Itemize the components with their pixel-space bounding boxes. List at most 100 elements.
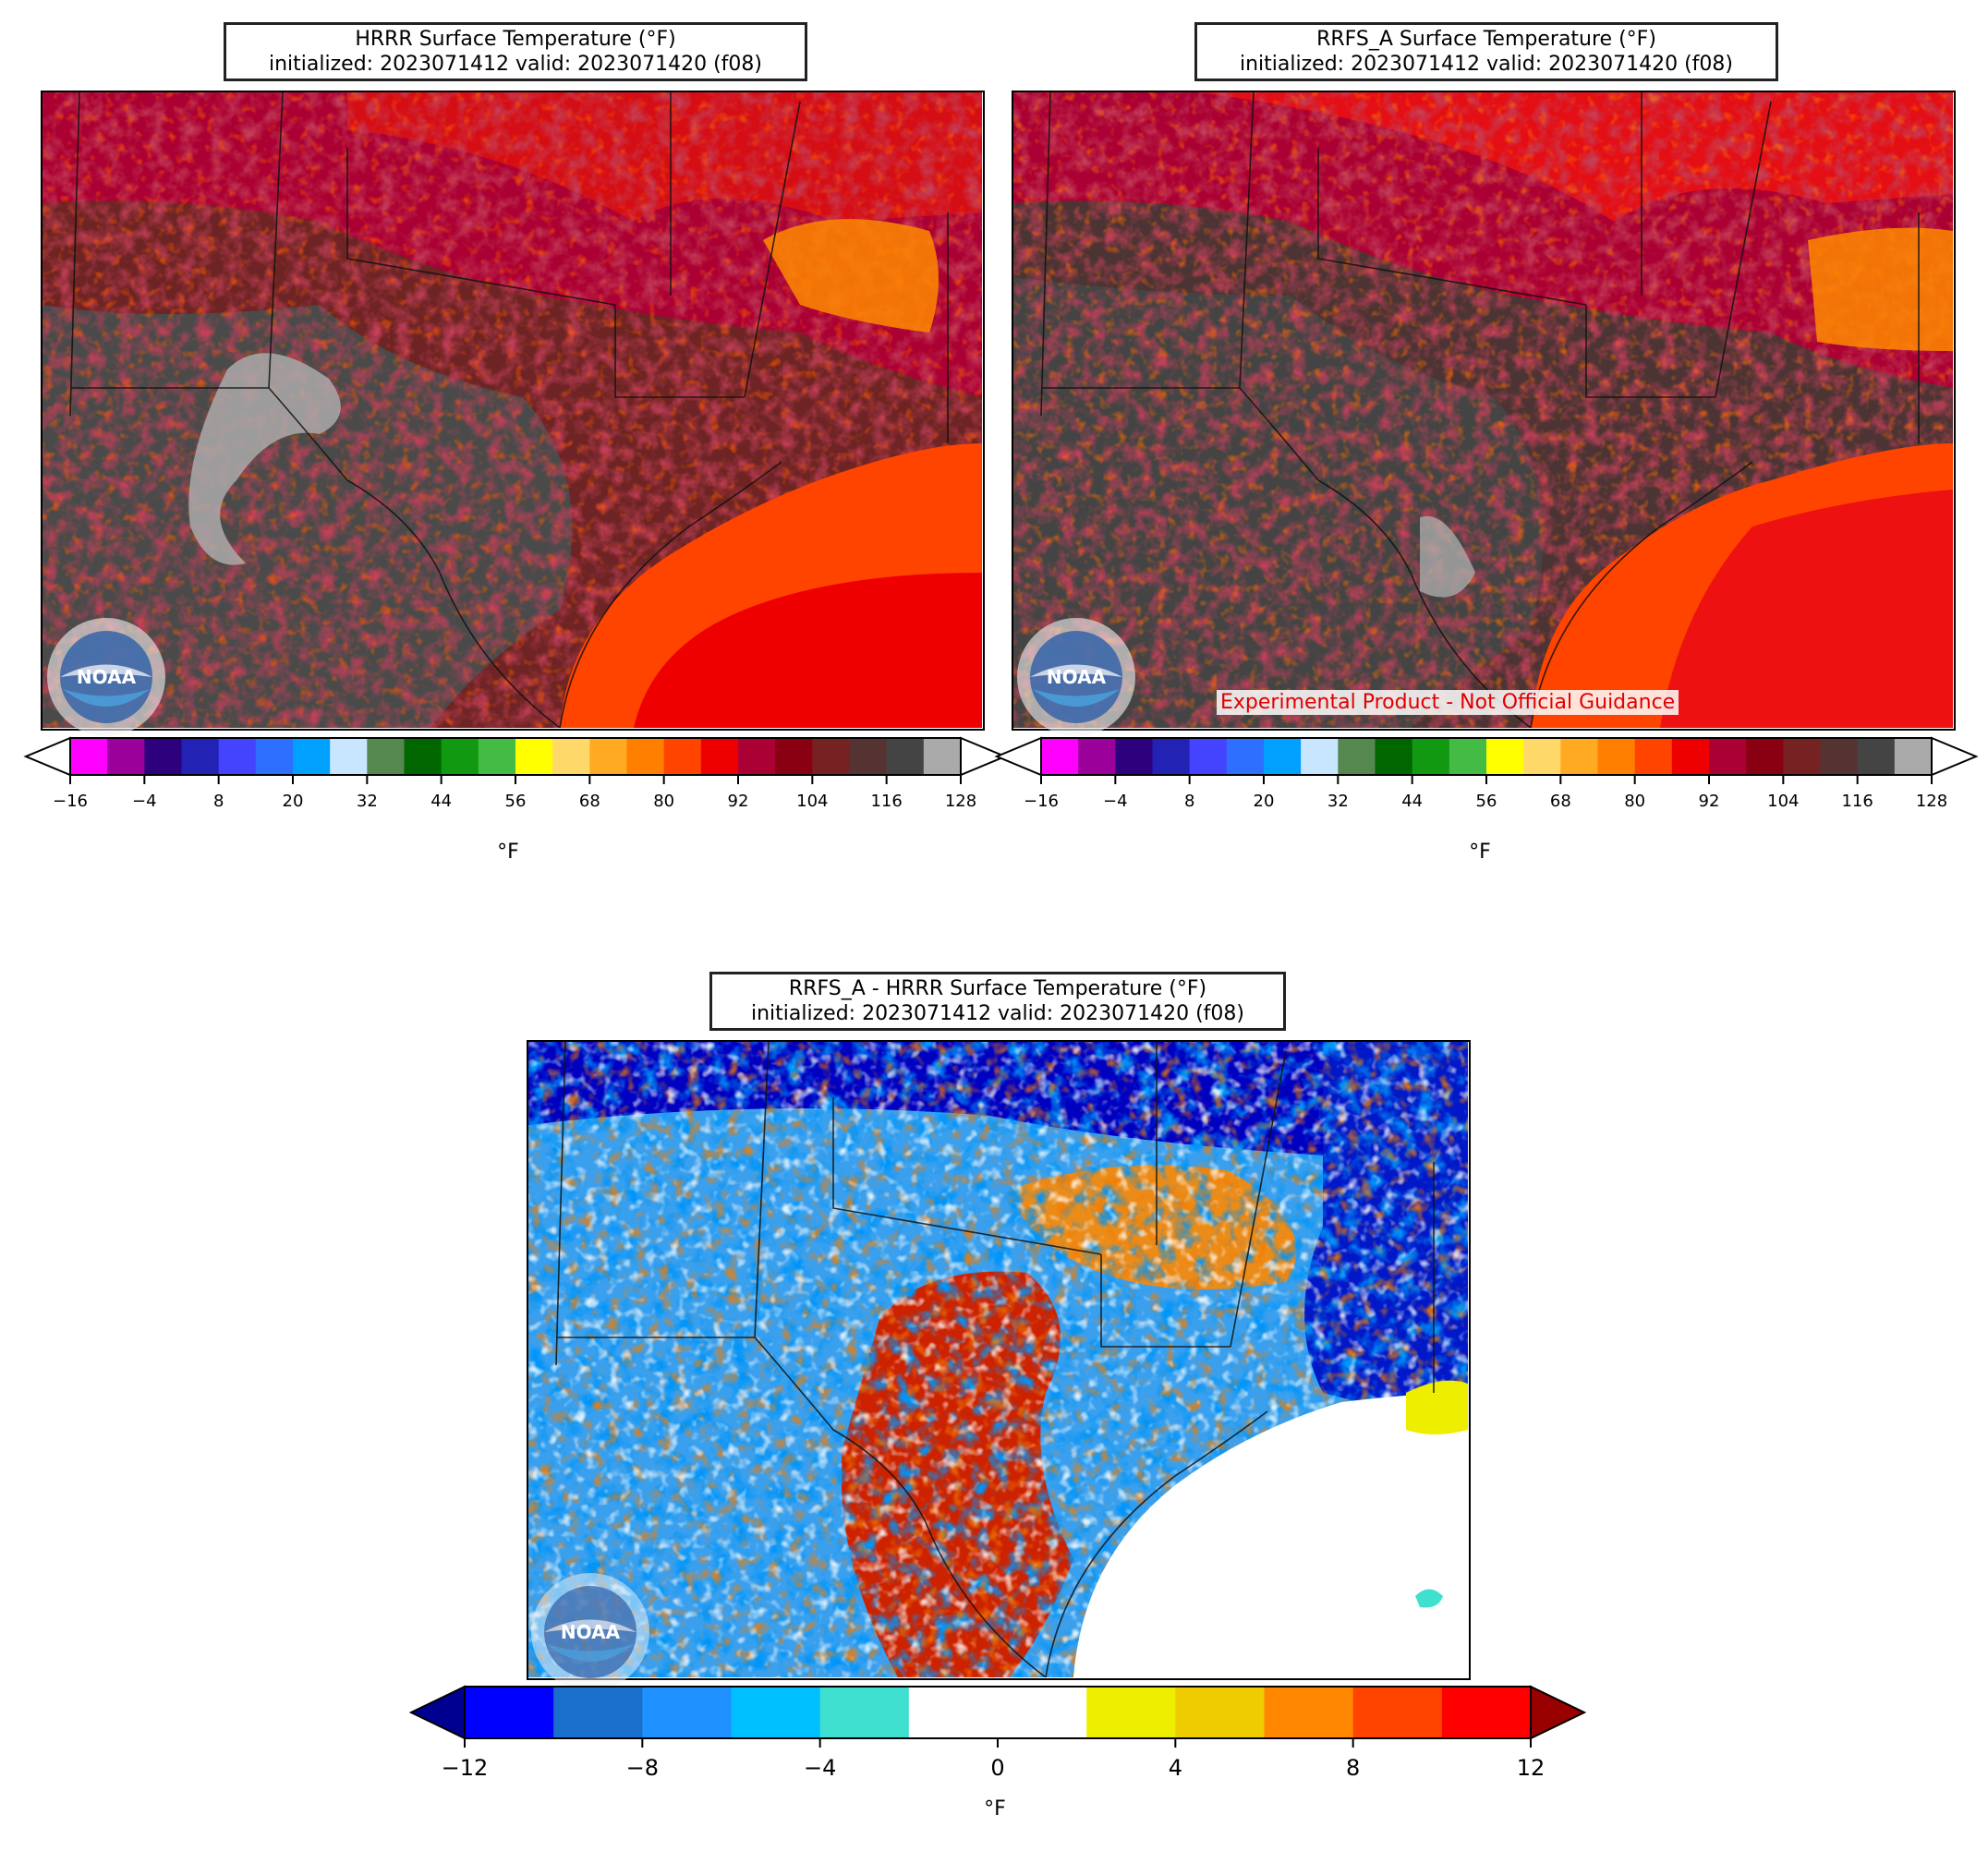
colorbar-swatch (255, 738, 294, 775)
colorbar-swatch (1894, 738, 1933, 775)
colorbar-tick-label: −4 (132, 792, 157, 811)
hrrr-colorbar: −16 −4 8 20 32 44 56 68 80 92 104 116 128 (23, 734, 1008, 817)
colorbar-swatch (1486, 738, 1524, 775)
colorbar-swatch (663, 738, 702, 775)
colorbar-swatch (1078, 738, 1116, 775)
colorbar-tick-label: 116 (1841, 792, 1873, 811)
colorbar-swatch (1709, 738, 1747, 775)
colorbar-tick-label: 8 (1184, 792, 1194, 811)
colorbar-swatch (1857, 738, 1896, 775)
experimental-watermark: Experimental Product - Not Official Guid… (1217, 690, 1679, 715)
colorbar-swatch (553, 1687, 643, 1738)
diff-colorbar: −12 −8 −4 0 4 8 12 (408, 1681, 1587, 1783)
colorbar-swatch (923, 738, 962, 775)
colorbar-swatch (293, 738, 331, 775)
colorbar-swatch (1597, 738, 1636, 775)
colorbar-tick-label: 80 (1624, 792, 1645, 811)
colorbar-swatch (181, 738, 220, 775)
colorbar-swatch (330, 738, 368, 775)
rrfs-title-line1: RRFS_A Surface Temperature (°F) (1316, 28, 1656, 51)
diff-title-line1: RRFS_A - HRRR Surface Temperature (°F) (788, 977, 1207, 1000)
colorbar-swatch (1338, 738, 1376, 775)
rrfs-title: RRFS_A Surface Temperature (°F) initiali… (1194, 22, 1778, 81)
colorbar-swatch (465, 1687, 554, 1738)
colorbar-swatch (515, 738, 553, 775)
colorbar-swatch (1783, 738, 1821, 775)
colorbar-tick-label: 4 (1169, 1755, 1182, 1781)
colorbar-swatch (1449, 738, 1487, 775)
colorbar-tick-label: 68 (579, 792, 600, 811)
colorbar-tick-label: 128 (1916, 792, 1947, 811)
diff-colorbar-unit: °F (984, 1797, 1006, 1821)
colorbar-swatch (1152, 738, 1191, 775)
colorbar-swatch (1523, 738, 1561, 775)
colorbar-swatch (478, 738, 516, 775)
diff-title-line2: initialized: 2023071412 valid: 202307142… (751, 1002, 1244, 1025)
hrrr-colorbar-unit: °F (497, 841, 519, 864)
colorbar-swatch (1189, 738, 1228, 775)
colorbar-tick-label: 80 (653, 792, 674, 811)
colorbar-tick-label: −16 (1024, 792, 1059, 811)
colorbar-over-arrow (1530, 1685, 1587, 1740)
colorbar-swatch (1441, 1687, 1532, 1738)
noaa-logo-icon: NOAA (1014, 615, 1138, 739)
rrfs-colorbar: −16 −4 8 20 32 44 56 68 80 92 104 116 128 (994, 734, 1979, 817)
colorbar-swatch (1560, 738, 1598, 775)
colorbar-tick-label: 12 (1517, 1755, 1546, 1781)
colorbar-tick-label: 68 (1550, 792, 1571, 811)
colorbar-tick-label: −12 (442, 1755, 489, 1781)
colorbar-swatch (908, 1687, 999, 1738)
colorbar-swatch (70, 738, 108, 775)
colorbar-tick-label: 20 (1254, 792, 1275, 811)
colorbar-swatch (1115, 738, 1153, 775)
colorbar-swatch (1671, 738, 1710, 775)
hrrr-title-line2: initialized: 2023071412 valid: 202307142… (269, 53, 762, 76)
colorbar-swatch (1412, 738, 1450, 775)
colorbar-tick-label: 128 (945, 792, 976, 811)
colorbar-tick-label: 116 (870, 792, 902, 811)
colorbar-tick-label: 56 (1476, 792, 1497, 811)
colorbar-tick-label: 0 (990, 1755, 1004, 1781)
colorbar-swatch (107, 738, 145, 775)
noaa-logo-text: NOAA (1047, 666, 1107, 688)
colorbar-tick-label: 92 (728, 792, 749, 811)
colorbar-swatch (1352, 1687, 1443, 1738)
colorbar-under-arrow (994, 736, 1042, 777)
colorbar-tick-label: 56 (505, 792, 527, 811)
colorbar-under-arrow (408, 1685, 466, 1740)
colorbar-swatch (738, 738, 776, 775)
colorbar-swatch (775, 738, 813, 775)
colorbar-tick-label: 32 (1327, 792, 1349, 811)
colorbar-swatch (886, 738, 925, 775)
colorbar-swatch (367, 738, 405, 775)
colorbar-tick-label: −4 (1103, 792, 1128, 811)
diff-title: RRFS_A - HRRR Surface Temperature (°F) i… (709, 972, 1286, 1031)
colorbar-tick-label: 104 (796, 792, 828, 811)
colorbar-swatch (404, 738, 442, 775)
noaa-logo-text: NOAA (561, 1621, 621, 1643)
colorbar-swatch (1226, 738, 1265, 775)
colorbar-swatch (552, 738, 590, 775)
hrrr-title-line1: HRRR Surface Temperature (°F) (355, 28, 676, 51)
colorbar-swatch (441, 738, 479, 775)
colorbar-tick-label: −8 (626, 1755, 659, 1781)
rrfs-colorbar-unit: °F (1469, 841, 1491, 864)
colorbar-swatch (144, 738, 182, 775)
colorbar-swatch (1820, 738, 1859, 775)
colorbar-swatch (849, 738, 888, 775)
colorbar-swatch (1264, 738, 1302, 775)
colorbar-swatch (626, 738, 665, 775)
colorbar-swatch (1175, 1687, 1265, 1738)
colorbar-tick-label: 20 (283, 792, 304, 811)
colorbar-tick-label: −16 (53, 792, 88, 811)
colorbar-swatch (812, 738, 850, 775)
colorbar-tick-label: 44 (1401, 792, 1423, 811)
colorbar-swatch (1634, 738, 1673, 775)
hrrr-title: HRRR Surface Temperature (°F) initialize… (224, 22, 807, 81)
colorbar-swatch (1746, 738, 1784, 775)
rrfs-temperature-map (1012, 91, 1956, 731)
difference-map (527, 1040, 1471, 1680)
colorbar-tick-label: 8 (213, 792, 224, 811)
colorbar-tick-label: 8 (1346, 1755, 1360, 1781)
colorbar-swatch (218, 738, 257, 775)
